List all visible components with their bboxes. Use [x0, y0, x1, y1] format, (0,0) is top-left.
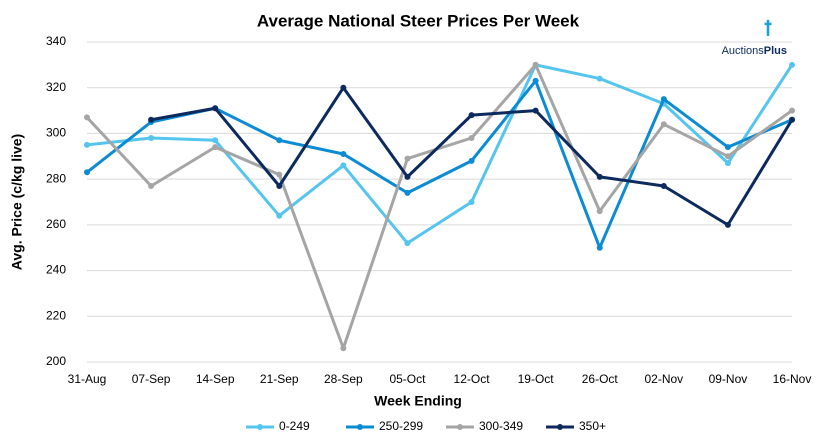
data-point: [532, 77, 539, 84]
y-tick-label: 340: [46, 34, 66, 48]
data-point: [468, 135, 475, 141]
data-point: [340, 84, 347, 91]
data-point: [84, 169, 90, 176]
data-point: [404, 155, 411, 162]
legend-label: 0-249: [279, 419, 310, 433]
data-point: [724, 160, 731, 167]
x-tick-label: 31-Aug: [68, 372, 107, 386]
data-point: [148, 183, 155, 189]
data-point: [724, 153, 731, 160]
series-line: [86, 63, 794, 245]
svg-text:AuctionsPlus: AuctionsPlus: [722, 45, 787, 57]
x-tick-label: 12-Oct: [454, 372, 491, 386]
data-point: [212, 105, 219, 112]
series-line: [85, 63, 793, 350]
x-tick-label: 28-Sep: [324, 372, 363, 386]
logo-text: Plus: [764, 45, 787, 57]
data-point: [276, 171, 283, 178]
data-point: [596, 208, 603, 215]
x-tick-label: 14-Sep: [196, 372, 235, 386]
legend-marker: [257, 424, 263, 430]
x-tick-label: 16-Nov: [773, 372, 812, 386]
data-point: [596, 75, 603, 82]
y-tick-label: 220: [46, 308, 66, 322]
logo-text: Auctions: [722, 45, 765, 57]
x-tick-label: 19-Oct: [518, 372, 555, 386]
data-point: [84, 141, 90, 148]
legend-item: 0-249: [246, 419, 310, 433]
x-axis-label: Week Ending: [374, 393, 462, 409]
data-point: [468, 112, 475, 119]
data-point: [660, 121, 667, 128]
y-axis-label: Avg. Price (c/kg live): [9, 134, 25, 270]
data-point: [276, 137, 283, 144]
data-point: [789, 61, 795, 68]
logo-icon: ꝉ: [764, 18, 773, 40]
data-point: [724, 144, 731, 151]
x-tick-label: 26-Oct: [582, 372, 619, 386]
logo: ꝉ AuctionsPlus: [722, 18, 787, 57]
data-point: [276, 183, 283, 189]
data-point: [596, 244, 603, 251]
data-point: [404, 240, 411, 247]
data-point: [532, 107, 539, 114]
data-point: [212, 137, 219, 144]
legend-label: 300-349: [479, 419, 523, 433]
data-point: [148, 135, 155, 141]
legend-label: 350+: [579, 419, 606, 433]
data-point: [212, 144, 219, 151]
data-point: [532, 61, 539, 68]
x-tick-label: 09-Nov: [709, 372, 748, 386]
data-point: [276, 212, 283, 219]
legend-marker: [457, 424, 463, 430]
data-point: [724, 221, 731, 228]
legend-item: 300-349: [446, 419, 523, 433]
x-tick-label: 05-Oct: [389, 372, 426, 386]
data-point: [404, 173, 411, 180]
data-point: [340, 151, 347, 157]
data-point: [148, 116, 155, 123]
x-tick-label: 02-Nov: [644, 372, 683, 386]
data-point: [468, 199, 475, 205]
legend-marker: [557, 424, 563, 430]
data-point: [660, 183, 667, 189]
data-point: [789, 116, 795, 123]
data-point: [789, 107, 795, 114]
y-tick-label: 320: [46, 80, 66, 94]
data-point: [468, 157, 475, 164]
y-tick-label: 200: [46, 354, 66, 368]
data-point: [404, 189, 411, 196]
legend-label: 250-299: [379, 419, 423, 433]
data-point: [84, 114, 90, 121]
data-point: [660, 96, 667, 103]
x-tick-label: 07-Sep: [132, 372, 171, 386]
data-point: [340, 345, 347, 352]
y-tick-label: 260: [46, 217, 66, 231]
y-tick-label: 240: [46, 263, 66, 277]
legend-item: 250-299: [346, 419, 423, 433]
y-tick-label: 300: [46, 126, 66, 140]
x-tick-label: 21-Sep: [260, 372, 299, 386]
legend-marker: [357, 424, 363, 430]
y-tick-label: 280: [46, 171, 66, 185]
data-point: [340, 162, 347, 169]
data-point: [596, 173, 603, 180]
legend-item: 350+: [546, 419, 606, 433]
chart-title: Average National Steer Prices Per Week: [257, 11, 580, 30]
